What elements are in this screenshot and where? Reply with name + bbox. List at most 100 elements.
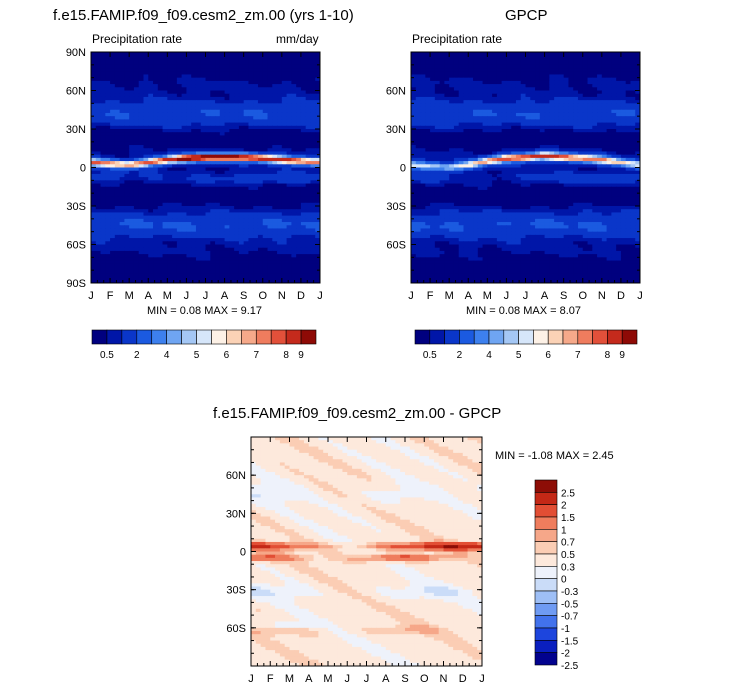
heatmap-cell xyxy=(167,148,173,152)
heatmap-cell xyxy=(305,122,311,127)
heatmap-cell xyxy=(430,116,436,120)
heatmap-cell xyxy=(215,266,221,271)
heatmap-cell xyxy=(105,122,111,127)
heatmap-cell xyxy=(119,263,125,268)
heatmap-cell xyxy=(167,222,173,226)
heatmap-cell xyxy=(181,135,187,140)
heatmap-cell xyxy=(153,218,159,223)
heatmap-cell xyxy=(281,238,288,242)
heatmap-cell xyxy=(506,103,512,108)
heatmap-cell xyxy=(181,196,187,201)
heatmap-cell xyxy=(234,100,240,104)
heatmap-cell xyxy=(186,234,192,239)
heatmap-cell xyxy=(215,125,221,130)
heatmap-cell xyxy=(95,183,102,188)
heatmap-cell xyxy=(200,64,206,69)
heatmap-cell xyxy=(167,202,173,207)
heatmap-cell xyxy=(577,106,584,111)
heatmap-cell xyxy=(468,96,474,101)
heatmap-cell xyxy=(195,61,202,66)
heatmap-cell xyxy=(105,218,111,223)
heatmap-cell xyxy=(305,183,311,188)
heatmap-cell xyxy=(520,109,526,114)
heatmap-cell xyxy=(535,125,541,130)
heatmap-cell xyxy=(573,125,579,130)
heatmap-cell xyxy=(606,106,612,111)
x-tick-label: M xyxy=(163,290,172,302)
heatmap-cell xyxy=(186,254,192,258)
heatmap-cell xyxy=(535,100,541,104)
heatmap-cell xyxy=(243,122,249,127)
heatmap-cell xyxy=(253,202,259,207)
heatmap-cell xyxy=(300,80,307,85)
heatmap-cell xyxy=(272,247,278,252)
heatmap-cell xyxy=(549,122,555,127)
heatmap-cell xyxy=(248,90,254,95)
heatmap-cell xyxy=(176,202,183,207)
heatmap-cell xyxy=(129,145,135,149)
heatmap-cell xyxy=(300,263,307,268)
heatmap-cell xyxy=(200,167,206,172)
heatmap-cell xyxy=(554,112,560,117)
heatmap-cell xyxy=(310,112,316,117)
heatmap-cell xyxy=(186,74,192,79)
heatmap-cell xyxy=(582,84,589,88)
heatmap-cell xyxy=(148,263,154,268)
heatmap-cell xyxy=(535,116,541,120)
heatmap-cell xyxy=(110,74,116,79)
heatmap-cell xyxy=(229,189,235,194)
heatmap-cell xyxy=(310,202,316,207)
heatmap-cell xyxy=(148,52,154,56)
heatmap-cell xyxy=(630,100,636,104)
heatmap-cell xyxy=(539,52,546,56)
heatmap-cell xyxy=(133,93,140,98)
heatmap-cell xyxy=(305,279,311,284)
heatmap-cell xyxy=(511,61,517,66)
heatmap-cell xyxy=(205,202,211,207)
heatmap-cell xyxy=(210,250,216,255)
heatmap-cell xyxy=(420,112,426,117)
heatmap-cell xyxy=(434,68,441,72)
heatmap-cell xyxy=(186,68,192,72)
heatmap-cell xyxy=(530,138,536,143)
heatmap-cell xyxy=(563,71,569,75)
heatmap-cell xyxy=(310,238,316,242)
heatmap-cell xyxy=(129,154,135,159)
heatmap-cell xyxy=(229,154,235,159)
heatmap-cell xyxy=(100,151,106,156)
heatmap-cell xyxy=(191,112,197,117)
heatmap-cell xyxy=(625,74,631,79)
heatmap-cell xyxy=(281,215,288,220)
heatmap-cell xyxy=(511,100,517,104)
heatmap-cell xyxy=(162,157,168,162)
heatmap-cell xyxy=(296,100,302,104)
heatmap-cell xyxy=(411,103,417,108)
heatmap-cell xyxy=(110,260,116,265)
heatmap-cell xyxy=(473,68,479,72)
heatmap-cell xyxy=(449,135,455,140)
heatmap-cell xyxy=(162,228,168,233)
heatmap-cell xyxy=(511,135,517,140)
heatmap-cell xyxy=(167,186,173,191)
heatmap-cell xyxy=(148,180,154,185)
heatmap-cell xyxy=(257,141,264,146)
heatmap-cell xyxy=(291,106,297,111)
heatmap-cell xyxy=(267,87,273,91)
heatmap-cell xyxy=(286,247,292,252)
heatmap-cell xyxy=(492,138,498,143)
heatmap-cell xyxy=(143,71,149,75)
heatmap-cell xyxy=(157,157,164,162)
heatmap-cell xyxy=(191,161,197,165)
heatmap-cell xyxy=(587,93,593,98)
heatmap-cell xyxy=(277,170,283,175)
heatmap-cell xyxy=(262,254,269,258)
heatmap-cell xyxy=(181,170,187,175)
heatmap-cell xyxy=(114,58,121,63)
heatmap-cell xyxy=(487,52,493,56)
heatmap-cell xyxy=(463,100,469,104)
heatmap-cell xyxy=(124,161,130,165)
heatmap-cell xyxy=(238,279,245,284)
heatmap-cell xyxy=(267,238,273,242)
heatmap-cell xyxy=(267,96,273,101)
heatmap-cell xyxy=(167,228,173,233)
